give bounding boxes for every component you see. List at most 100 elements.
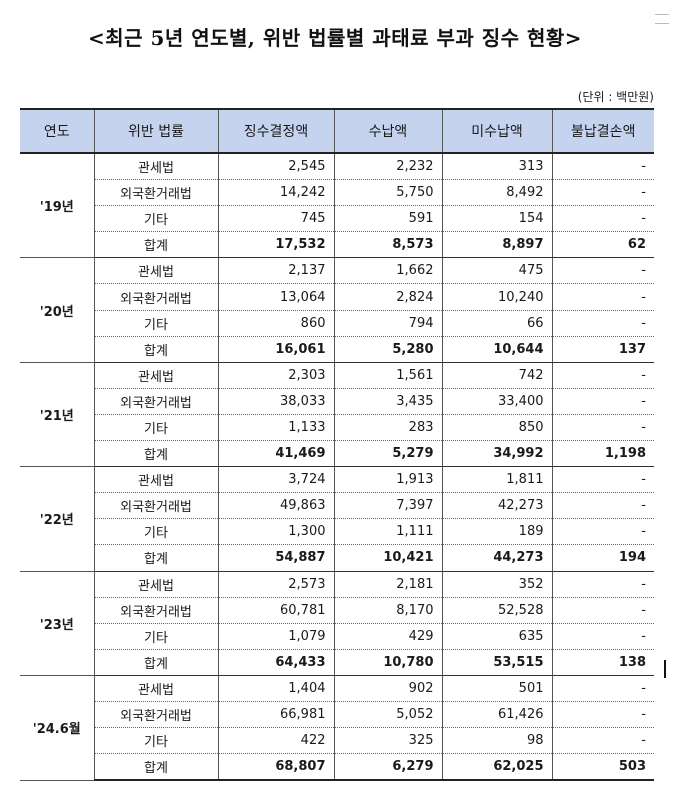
unpaid-cell: 52,528 — [441, 597, 552, 624]
paid-cell: 1,111 — [333, 518, 442, 546]
table-row: 외국환거래법 14,242 5,750 8,492- — [20, 179, 654, 207]
window-corner-mark — [655, 14, 669, 24]
table-total-row: 합계 68,807 6,279 62,025 503 — [20, 753, 654, 782]
law-cell: 기타 — [93, 205, 218, 233]
written-off-cell: - — [551, 623, 654, 650]
assessed-cell: 3,724 — [217, 466, 334, 494]
assessed-cell: 54,887 — [217, 544, 334, 572]
unpaid-cell: 313 — [441, 153, 552, 181]
table-row: 기타 1,300 1,111 189- — [20, 518, 654, 546]
unpaid-cell: 8,897 — [441, 231, 552, 259]
written-off-cell: 62 — [551, 231, 654, 259]
header-paid: 수납액 — [333, 108, 442, 154]
written-off-cell: - — [551, 388, 654, 415]
assessed-cell: 745 — [217, 205, 334, 233]
paid-cell: 902 — [333, 675, 442, 702]
assessed-cell: 1,300 — [217, 518, 334, 546]
written-off-cell: - — [551, 701, 654, 729]
header-law: 위반 법률 — [93, 108, 218, 154]
law-cell: 합계 — [93, 336, 218, 363]
paid-cell: 5,750 — [333, 179, 442, 207]
table-row: 외국환거래법 66,981 5,052 61,426- — [20, 701, 654, 729]
unpaid-cell: 189 — [441, 518, 552, 546]
unpaid-cell: 34,992 — [441, 440, 552, 468]
year-cell: '20년 — [20, 257, 94, 363]
written-off-cell: 137 — [551, 336, 654, 363]
document-title: <최근 5년 연도별, 위반 법률별 과태료 부과 징수 현황> — [87, 26, 583, 50]
law-cell: 합계 — [93, 440, 218, 468]
written-off-cell: - — [551, 362, 654, 389]
law-cell: 외국환거래법 — [93, 283, 218, 311]
table-row: '21년 관세법 2,303 1,561 742- — [20, 362, 654, 468]
assessed-cell: 2,303 — [217, 362, 334, 389]
text-cursor — [664, 660, 666, 678]
paid-cell: 283 — [333, 414, 442, 442]
written-off-cell: - — [551, 597, 654, 624]
law-cell: 기타 — [93, 310, 218, 337]
table-row: 외국환거래법 38,033 3,435 33,400- — [20, 388, 654, 415]
table-row: 외국환거래법 49,863 7,397 42,273- — [20, 492, 654, 520]
law-cell: 합계 — [93, 649, 218, 676]
law-cell: 외국환거래법 — [93, 179, 218, 207]
paid-cell: 5,052 — [333, 701, 442, 729]
year-cell: '22년 — [20, 466, 94, 572]
paid-cell: 2,232 — [333, 153, 442, 181]
law-cell: 외국환거래법 — [93, 492, 218, 520]
unpaid-cell: 8,492 — [441, 179, 552, 207]
assessed-cell: 38,033 — [217, 388, 334, 415]
assessed-cell: 17,532 — [217, 231, 334, 259]
assessed-cell: 860 — [217, 310, 334, 337]
unpaid-cell: 1,811 — [441, 466, 552, 494]
written-off-cell: - — [551, 257, 654, 285]
law-cell: 관세법 — [93, 675, 218, 702]
law-cell: 합계 — [93, 753, 218, 782]
assessed-cell: 41,469 — [217, 440, 334, 468]
written-off-cell: - — [551, 466, 654, 494]
written-off-cell: - — [551, 310, 654, 337]
unpaid-cell: 10,644 — [441, 336, 552, 363]
law-cell: 기타 — [93, 623, 218, 650]
paid-cell: 794 — [333, 310, 442, 337]
table-row: 기타 422 325 98- — [20, 727, 654, 755]
law-cell: 기타 — [93, 414, 218, 442]
paid-cell: 8,170 — [333, 597, 442, 624]
written-off-cell: - — [551, 283, 654, 311]
written-off-cell: 138 — [551, 649, 654, 676]
penalty-table: 연도 위반 법률 징수결정액 수납액 미수납액 불납결손액 '19년 관세법 2,5… — [20, 108, 654, 782]
paid-cell: 10,421 — [333, 544, 442, 572]
table-row: 외국환거래법 13,064 2,824 10,240- — [20, 283, 654, 311]
law-cell: 관세법 — [93, 153, 218, 181]
assessed-cell: 1,079 — [217, 623, 334, 650]
law-cell: 기타 — [93, 727, 218, 755]
written-off-cell: - — [551, 153, 654, 181]
paid-cell: 429 — [333, 623, 442, 650]
paid-cell: 1,561 — [333, 362, 442, 389]
unpaid-cell: 66 — [441, 310, 552, 337]
unpaid-cell: 475 — [441, 257, 552, 285]
table-body: '19년 관세법 2,545 2,232 313- 외국환거래법 14,242 5,750 8,… — [20, 153, 654, 782]
table-row: '24.6월 관세법 1,404 902 501- — [20, 675, 654, 781]
law-cell: 기타 — [93, 518, 218, 546]
table-total-row: 합계 16,061 5,280 10,644 137 — [20, 336, 654, 363]
header-year: 연도 — [20, 108, 94, 154]
assessed-cell: 14,242 — [217, 179, 334, 207]
paid-cell: 2,824 — [333, 283, 442, 311]
law-cell: 관세법 — [93, 362, 218, 389]
written-off-cell: - — [551, 492, 654, 520]
written-off-cell: - — [551, 727, 654, 755]
unit-note: (단위 : 백만원) — [577, 90, 654, 104]
paid-cell: 7,397 — [333, 492, 442, 520]
paid-cell: 1,913 — [333, 466, 442, 494]
header-unpaid: 미수납액 — [441, 108, 552, 154]
written-off-cell: - — [551, 518, 654, 546]
unpaid-cell: 42,273 — [441, 492, 552, 520]
table-row: 기타 1,079 429 635- — [20, 623, 654, 650]
law-cell: 외국환거래법 — [93, 597, 218, 624]
assessed-cell: 68,807 — [217, 753, 334, 782]
unpaid-cell: 635 — [441, 623, 552, 650]
unpaid-cell: 44,273 — [441, 544, 552, 572]
assessed-cell: 66,981 — [217, 701, 334, 729]
assessed-cell: 1,404 — [217, 675, 334, 702]
table-header-row: 연도 위반 법률 징수결정액 수납액 미수납액 불납결손액 — [20, 108, 654, 154]
paid-cell: 3,435 — [333, 388, 442, 415]
